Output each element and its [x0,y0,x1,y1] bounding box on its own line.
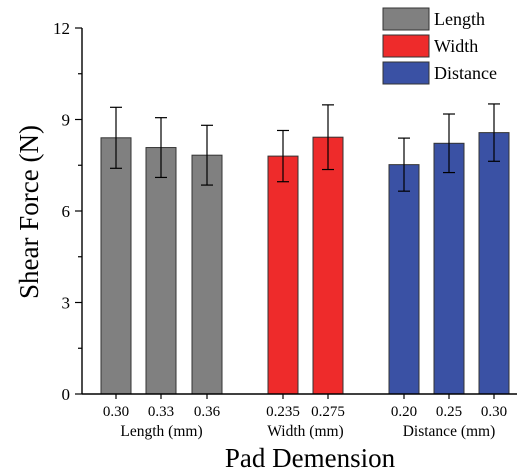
legend: Length Width Distance [382,7,497,85]
bar-width-0.235 [267,155,299,395]
error-bar-width-0.275 [322,104,334,171]
x-tick-label: 0.25 [436,404,462,420]
legend-item-length: Length [382,7,485,31]
bar-length-0.33 [145,147,177,395]
bar-distance-0.25 [433,142,465,395]
error-bar-length-0.36 [201,124,213,186]
x-tick-label: 0.36 [194,404,221,420]
x-tick-label: 0.30 [481,404,507,420]
bar-distance-0.30 [478,132,510,395]
axes-layer: 0.30 0.33 0.36 Length (mm) 0.235 0.275 Width (… [53,19,517,440]
legend-item-width: Width [382,34,478,58]
error-bar-distance-0.25 [443,113,455,174]
bar-width-0.275 [312,136,344,395]
x-tick-label: 0.30 [103,404,129,420]
group-label-distance: Distance (mm) [403,423,496,440]
error-bar-length-0.33 [155,117,167,179]
legend-item-distance: Distance [382,61,497,85]
error-bar-width-0.235 [277,129,289,183]
error-bar-length-0.30 [110,106,122,169]
x-tick-label: 0.235 [266,404,300,420]
y-tick-label: 9 [62,111,71,130]
bar-distance-0.20 [388,164,420,395]
legend-swatch [382,61,430,85]
x-tick-label: 0.20 [391,404,417,420]
legend-swatch [382,7,430,31]
x-tick-label: 0.33 [148,404,174,420]
bar-length-0.30 [100,137,132,395]
y-tick-label: 6 [62,202,71,221]
y-tick-label: 0 [62,385,71,404]
legend-label: Distance [434,63,497,83]
y-axis-title: Shear Force (N) [14,125,44,299]
bars-layer [100,103,510,395]
y-tick-label: 3 [62,294,71,313]
group-label-width: Width (mm) [267,423,343,440]
y-tick-label: 12 [53,19,70,38]
x-axis-title: Pad Demension [225,443,396,473]
legend-label: Length [434,9,485,29]
error-bar-distance-0.30 [488,103,500,162]
legend-label: Width [434,36,478,56]
error-bar-distance-0.20 [398,137,410,192]
x-tick-label: 0.275 [311,404,345,420]
legend-swatch [382,34,430,58]
bar-length-0.36 [191,154,223,395]
group-label-length: Length (mm) [120,423,202,440]
